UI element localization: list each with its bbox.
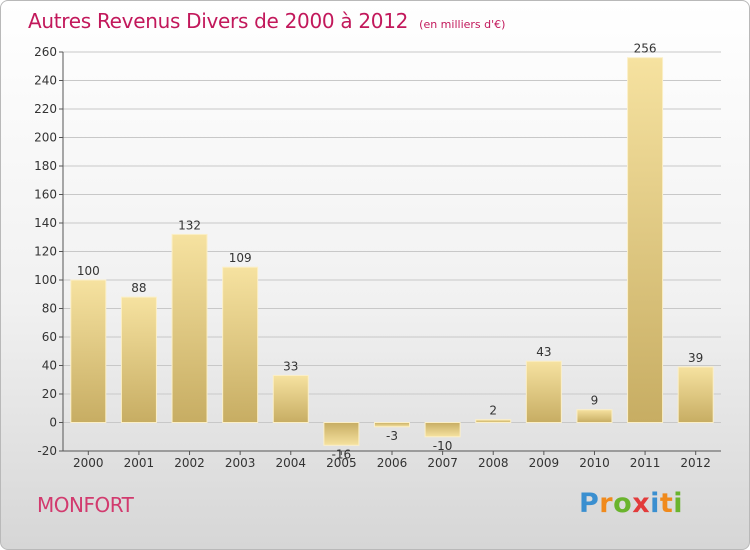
y-tick-label: 60 [42,330,57,344]
data-label: 39 [688,351,703,365]
y-tick-label: 140 [34,216,57,230]
data-label: 2 [489,404,497,418]
proxiti-logo: Proxiti [579,488,683,519]
x-tick-label: 2010 [579,456,610,470]
x-tick-label: 2007 [427,456,458,470]
data-label: 88 [131,281,146,295]
y-tick-label: 240 [34,74,57,88]
data-label: -10 [433,439,453,453]
bar [525,360,562,424]
logo-letter: t [659,488,674,519]
logo-letter: P [579,488,600,519]
y-tick-label: 100 [34,273,57,287]
bar [374,422,410,428]
y-tick-label: 160 [34,188,57,202]
x-tick-label: 2012 [680,456,711,470]
x-tick-label: 2005 [326,456,357,470]
x-tick-label: 2011 [630,456,661,470]
logo-letter: i [650,488,660,519]
x-tick-label: 2002 [174,456,205,470]
title-block: Autres Revenus Divers de 2000 à 2012 (en… [28,9,505,33]
y-tick-label: -20 [37,444,57,458]
data-label: -3 [386,429,398,443]
data-label: 43 [536,345,551,359]
bar [323,422,360,446]
y-tick-label: 180 [34,159,57,173]
bar [171,233,208,423]
data-label: 109 [229,251,252,265]
place-name: MONFORT [37,493,134,517]
logo-letter: o [613,488,633,519]
y-tick-label: 20 [42,387,57,401]
bar [222,266,259,423]
y-tick-label: 220 [34,102,57,116]
y-tick-label: 40 [42,359,57,373]
data-label: 9 [591,394,599,408]
bar [677,366,714,423]
x-tick-label: 2004 [275,456,306,470]
bar [70,279,107,423]
y-tick-label: 200 [34,131,57,145]
y-tick-label: 260 [34,45,57,59]
bar [424,422,461,438]
bar [272,374,309,424]
y-tick-label: 120 [34,245,57,259]
bar [576,409,613,423]
x-tick-label: 2001 [124,456,155,470]
logo-letter: r [599,488,614,519]
bar [475,419,512,423]
chart-title: Autres Revenus Divers de 2000 à 2012 [28,9,409,33]
data-label: 33 [283,359,298,373]
data-label: 100 [77,264,100,278]
data-label: 132 [178,218,201,232]
bar [120,296,157,424]
logo-letter: i [673,488,684,519]
data-label: 256 [634,42,657,56]
x-tick-label: 2000 [73,456,104,470]
chart-unit-note: (en milliers d'€) [419,18,506,31]
x-tick-label: 2009 [529,456,560,470]
y-tick-label: 0 [49,416,57,430]
x-tick-label: 2006 [377,456,408,470]
logo-letter: x [632,488,651,519]
bar [627,57,664,423]
x-tick-label: 2008 [478,456,509,470]
y-tick-label: 80 [42,302,57,316]
x-tick-label: 2003 [225,456,256,470]
